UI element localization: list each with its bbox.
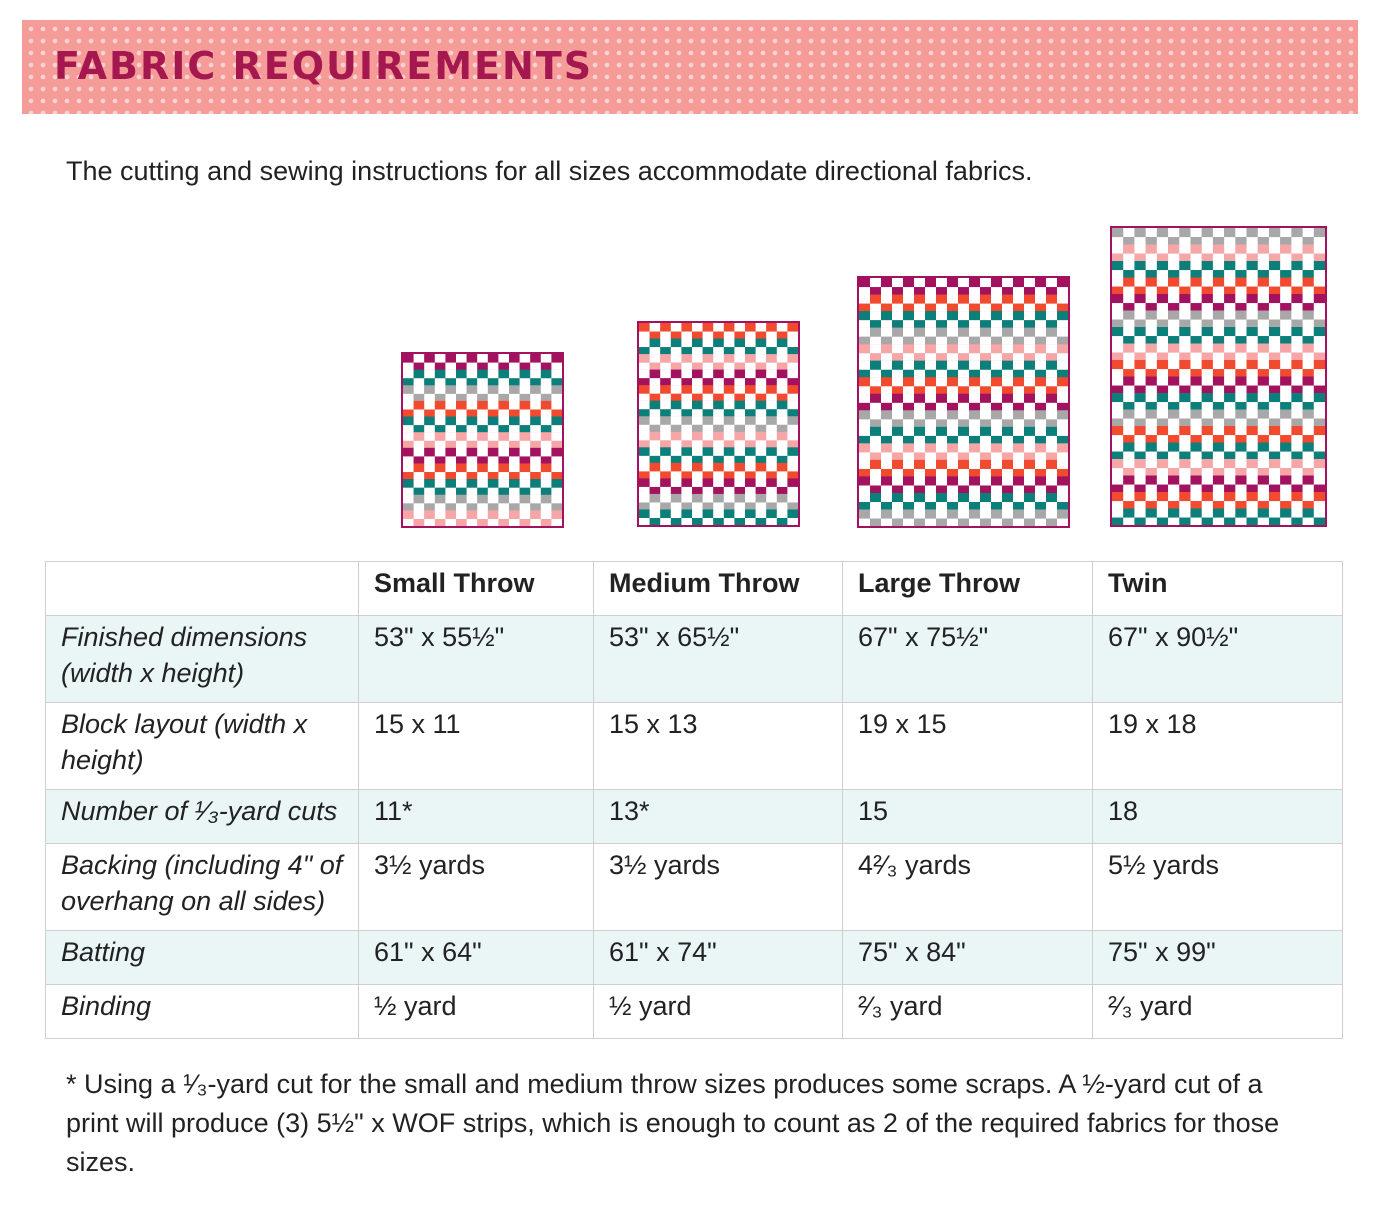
table-header-cell: Medium Throw [593,561,843,616]
footnote: * Using a ¹⁄₃-yard cut for the small and… [66,1069,1280,1177]
table-cell: 61" x 74" [593,930,843,985]
table-header-cell: Large Throw [842,561,1093,616]
quilt-twin [1110,226,1327,527]
table-cell: 3½ yards [358,843,594,931]
table-cell: ²⁄₃ yard [1092,984,1343,1039]
row-label: Block layout (width x height) [45,702,359,790]
table-cell: 5½ yards [1092,843,1343,931]
quilt-medium-throw [637,321,800,527]
table-header-cell: Small Throw [358,561,594,616]
row-label: Finished dimensions (width x height) [45,615,359,703]
fabric-requirements-table: Small Throw Medium Throw Large Throw Twi… [45,561,1343,1039]
table-cell: 4²⁄₃ yards [842,843,1093,931]
table-row: Backing (including 4" of overhang on all… [45,843,1343,931]
quilt-illustrations [0,220,1377,530]
table-cell: ½ yard [358,984,594,1039]
header-banner: FABRIC REQUIREMENTS [22,20,1358,114]
table-row: Number of ¹⁄₃-yard cuts 11* 13* 15 18 [45,789,1343,844]
table-cell: 15 x 11 [358,702,594,790]
intro-text: The cutting and sewing instructions for … [66,156,1033,186]
row-label: Number of ¹⁄₃-yard cuts [45,789,359,844]
table-cell: 13* [593,789,843,844]
table-row: Block layout (width x height) 15 x 11 15… [45,702,1343,790]
table-row: Binding ½ yard ½ yard ²⁄₃ yard ²⁄₃ yard [45,984,1343,1039]
table-row: Finished dimensions (width x height) 53"… [45,615,1343,703]
table-cell: 67" x 75½" [842,615,1093,703]
table-cell: ²⁄₃ yard [842,984,1093,1039]
row-label: Batting [45,930,359,985]
table-cell: 53" x 55½" [358,615,594,703]
table-cell: 19 x 15 [842,702,1093,790]
table-header-cell: Twin [1092,561,1343,616]
table-cell: 61" x 64" [358,930,594,985]
table-cell: 18 [1092,789,1343,844]
table-cell: 19 x 18 [1092,702,1343,790]
table-cell: 75" x 99" [1092,930,1343,985]
table-cell: 53" x 65½" [593,615,843,703]
quilt-small-throw [401,352,564,528]
table-cell: 15 x 13 [593,702,843,790]
table-header-row: Small Throw Medium Throw Large Throw Twi… [45,561,1343,616]
table-row: Batting 61" x 64" 61" x 74" 75" x 84" 75… [45,930,1343,985]
table-cell: ½ yard [593,984,843,1039]
table-cell: 67" x 90½" [1092,615,1343,703]
table-cell: 75" x 84" [842,930,1093,985]
row-label: Backing (including 4" of overhang on all… [45,843,359,931]
table-cell: 3½ yards [593,843,843,931]
row-label: Binding [45,984,359,1039]
table-cell: 15 [842,789,1093,844]
table-header-cell [45,561,359,616]
table-cell: 11* [358,789,594,844]
page-title: FABRIC REQUIREMENTS [54,44,594,88]
quilt-large-throw [857,276,1070,528]
